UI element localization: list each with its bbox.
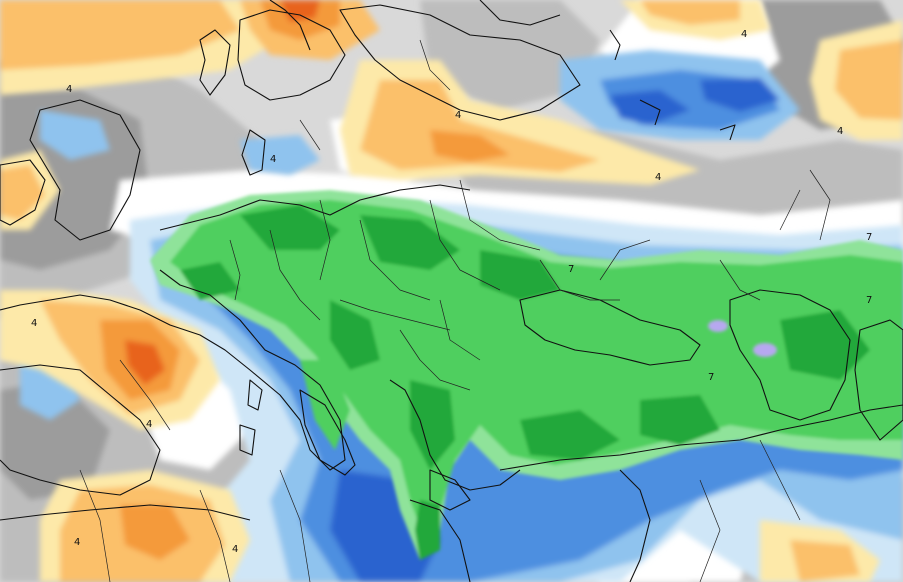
country-borders <box>79 39 831 582</box>
contour-label-9: 4 <box>146 419 152 430</box>
contour-label-6: 4 <box>455 110 461 121</box>
contour-label-12: 7 <box>708 372 714 383</box>
contour-labels: 4 4 4 4 4 4 4 4 4 7 7 7 7 4 <box>31 29 872 555</box>
contour-label-11: 7 <box>866 295 872 306</box>
contour-label-8: 4 <box>74 537 80 548</box>
contour-label-1: 4 <box>66 84 72 95</box>
contour-label-2: 4 <box>31 318 37 329</box>
contour-label-3: 4 <box>741 29 747 40</box>
contour-label-14: 4 <box>232 544 238 555</box>
contour-label-10: 7 <box>866 232 872 243</box>
contour-label-5: 4 <box>655 172 661 183</box>
field-layer-lavender <box>708 320 777 357</box>
contour-label-13: 7 <box>568 264 574 275</box>
contour-label-4: 4 <box>837 126 843 137</box>
contour-label-7: 4 <box>270 154 276 165</box>
field-layer-green <box>150 190 903 560</box>
